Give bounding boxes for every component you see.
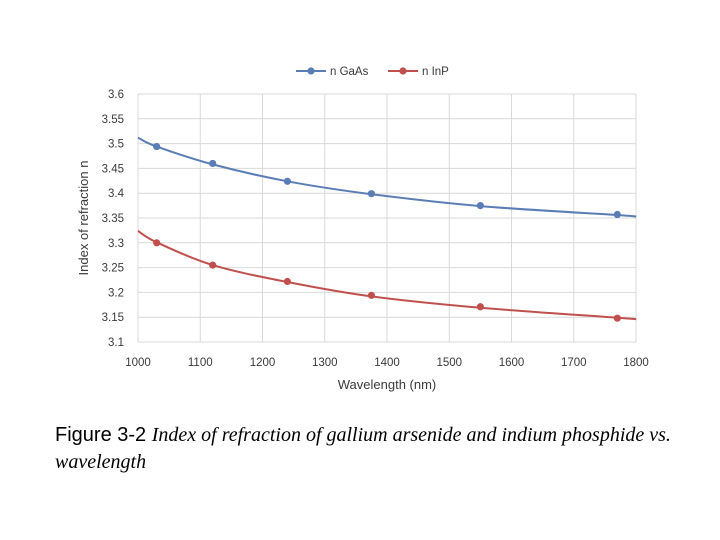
y-tick-label: 3.25	[102, 263, 124, 275]
line-chart: 3.1 3.15 3.2 3.25 3.3 3.35 3.4 3.45 3.5 3.55 3.6 1…	[76, 66, 649, 392]
legend-marker-n-gaas	[307, 67, 315, 75]
data-point-n-inp	[613, 314, 621, 322]
y-tick-labels: 3.1 3.15 3.2 3.25 3.3 3.35 3.4 3.45 3.5 3.55 3.6	[102, 89, 125, 349]
y-tick-label: 3.15	[102, 312, 124, 324]
y-tick-label: 3.6	[108, 89, 124, 101]
data-point-n-inp	[476, 303, 484, 311]
data-point-n-inp	[283, 277, 291, 286]
series-group	[137, 136, 637, 322]
x-tick-label: 1200	[250, 357, 276, 369]
y-tick-label: 3.55	[102, 114, 124, 126]
legend-label-n-inp: n InP	[422, 66, 449, 78]
x-tick-labels: 1000 1100 1200 1300 1400 1500 1600 1700 1800	[125, 357, 649, 369]
data-point-n-gaas	[153, 142, 161, 151]
data-point-n-inp	[367, 291, 376, 299]
caption-text: Index of refraction of gallium arsenide …	[55, 424, 671, 473]
x-tick-label: 1000	[125, 357, 151, 369]
data-point-n-gaas	[613, 210, 621, 219]
legend-marker-n-inp	[399, 67, 407, 75]
data-point-n-inp	[153, 239, 161, 247]
y-tick-label: 3.5	[108, 139, 124, 151]
legend-label-n-gaas: n GaAs	[330, 66, 369, 78]
x-tick-label: 1100	[188, 357, 213, 369]
x-tick-label: 1500	[436, 357, 462, 369]
series-line-n-inp	[137, 230, 637, 321]
x-tick-label: 1800	[623, 357, 649, 369]
legend: n GaAs n InP	[296, 66, 449, 78]
y-tick-label: 3.2	[108, 287, 124, 299]
y-tick-label: 3.45	[102, 163, 124, 175]
x-tick-label: 1400	[374, 357, 400, 369]
y-tick-label: 3.35	[102, 213, 124, 225]
y-tick-label: 3.1	[108, 337, 124, 349]
y-tick-label: 3.4	[108, 188, 125, 200]
data-point-n-gaas	[209, 159, 217, 168]
data-point-n-gaas	[476, 202, 484, 210]
data-point-n-inp	[209, 261, 217, 269]
caption-label: Figure 3-2	[55, 424, 147, 446]
y-tick-label: 3.3	[108, 238, 124, 250]
data-point-n-gaas	[283, 177, 291, 185]
x-tick-label: 1600	[499, 357, 525, 369]
x-tick-label: 1300	[312, 357, 338, 369]
data-point-n-gaas	[367, 190, 376, 198]
x-axis-title: Wavelength (nm)	[338, 377, 437, 392]
y-axis-title: Index of refraction n	[76, 161, 91, 276]
figure-caption: Figure 3-2 Index of refraction of galliu…	[55, 422, 695, 476]
x-tick-label: 1700	[561, 357, 587, 369]
series-line-n-gaas	[137, 136, 637, 218]
